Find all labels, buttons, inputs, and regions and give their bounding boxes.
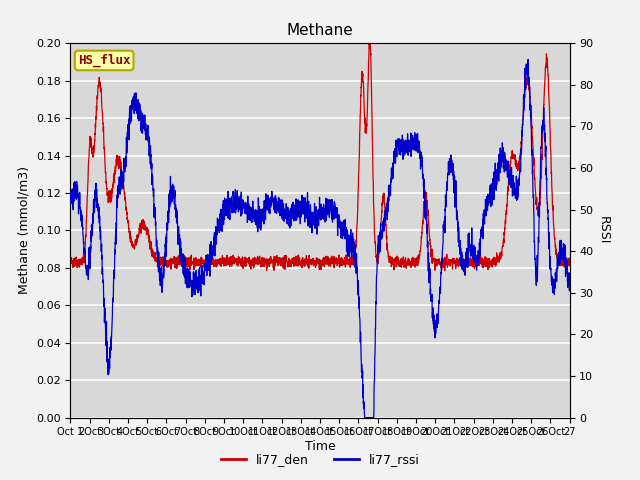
Text: HS_flux: HS_flux (78, 54, 131, 67)
Title: Methane: Methane (287, 23, 353, 38)
Legend: li77_den, li77_rssi: li77_den, li77_rssi (216, 448, 424, 471)
Y-axis label: RSSI: RSSI (597, 216, 610, 245)
Y-axis label: Methane (mmol/m3): Methane (mmol/m3) (17, 167, 30, 294)
X-axis label: Time: Time (305, 440, 335, 453)
